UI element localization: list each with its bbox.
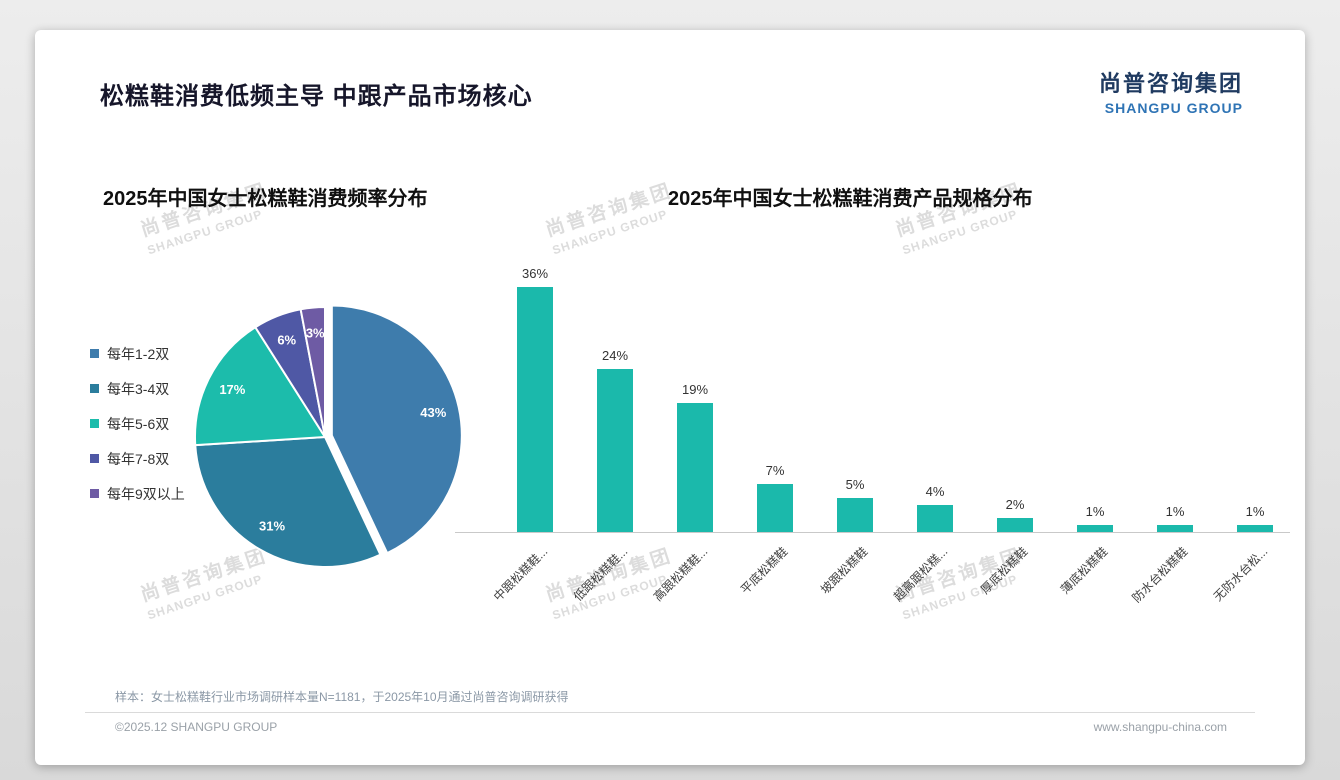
- bar-category-label: 低跟松糕鞋...: [570, 544, 631, 604]
- legend-swatch: [90, 419, 99, 428]
- page-title: 松糕鞋消费低频主导 中跟产品市场核心: [100, 83, 533, 110]
- bar-5: [917, 504, 953, 532]
- legend-label: 每年3-4双: [107, 380, 170, 397]
- pie-slice-0: [330, 304, 463, 555]
- pie-slice-4: [299, 305, 326, 438]
- bar-chart-title: 2025年中国女士松糕鞋消费产品规格分布: [668, 188, 1033, 210]
- pie-legend: 每年1-2双 每年3-4双 每年5-6双 每年7-8双 每年9双以上: [90, 336, 185, 511]
- legend-swatch: [90, 384, 99, 393]
- bar-chart: 36% 中跟松糕鞋... 24% 低跟松糕鞋... 19% 高跟松糕鞋... 7% 平底松糕鞋…: [455, 266, 1290, 605]
- company-logo: 尚普咨询集团 SHANGPU GROUP: [1099, 66, 1243, 116]
- pie-chart-svg: 43% 31% 17% 6% 3%: [194, 304, 463, 568]
- bar-value-label: 5%: [845, 477, 865, 492]
- legend-swatch: [90, 349, 99, 358]
- sample-note: 样本：女士松糕鞋行业市场调研样本量N=1181，于2025年10月通过尚普咨询调…: [115, 690, 569, 704]
- pie-chart: 43% 31% 17% 6% 3%: [175, 287, 475, 587]
- watermark-en-text: SHANGPU GROUP: [550, 206, 670, 258]
- legend-label: 每年9双以上: [107, 485, 185, 502]
- bar-0: [517, 287, 553, 532]
- pie-data-label: 31%: [259, 519, 285, 534]
- legend-label: 每年7-8双: [107, 450, 170, 467]
- legend-item: 每年7-8双: [90, 441, 185, 476]
- report-slide: 松糕鞋消费低频主导 中跟产品市场核心 尚普咨询集团 SHANGPU GROUP …: [35, 30, 1305, 765]
- bar-category-label: 无防水台松...: [1210, 544, 1271, 604]
- website-text: www.shangpu-china.com: [1093, 720, 1227, 734]
- bar-2: [677, 402, 713, 532]
- legend-item: 每年9双以上: [90, 476, 185, 511]
- legend-label: 每年5-6双: [107, 415, 170, 432]
- bar-value-label: 36%: [521, 266, 549, 282]
- pie-data-label: 6%: [277, 332, 296, 347]
- pie-data-label: 17%: [219, 382, 245, 397]
- bar-category-label: 薄底松糕鞋: [1057, 544, 1111, 597]
- pie-data-label: 43%: [420, 405, 446, 420]
- pie-slice-1: [194, 435, 382, 568]
- bar-category-label: 超高跟松糕...: [890, 544, 951, 604]
- pie-data-label: 3%: [306, 325, 325, 340]
- watermark-cn-text: 尚普咨询集团: [543, 180, 676, 242]
- bar-category-label: 厚底松糕鞋: [977, 544, 1031, 597]
- bar-value-label: 19%: [681, 381, 709, 397]
- watermark-en-text: SHANGPU GROUP: [900, 206, 1020, 258]
- bar-value-label: 4%: [925, 483, 945, 499]
- bar-value-label: 2%: [1005, 497, 1025, 513]
- bar-category-label: 坡跟松糕鞋: [817, 544, 871, 597]
- legend-item: 每年3-4双: [90, 371, 185, 406]
- bar-1: [597, 368, 633, 532]
- x-axis-line: [455, 532, 1290, 533]
- legend-label: 每年1-2双: [107, 345, 170, 362]
- footer-divider: [85, 712, 1255, 713]
- logo-english-text: SHANGPU GROUP: [1104, 100, 1243, 116]
- bar-value-label: 1%: [1085, 504, 1105, 520]
- legend-item: 每年1-2双: [90, 336, 185, 371]
- watermark-en-text: SHANGPU GROUP: [145, 206, 265, 258]
- legend-swatch: [90, 454, 99, 463]
- bar-value-label: 1%: [1165, 504, 1185, 520]
- pie-chart-title: 2025年中国女士松糕鞋消费频率分布: [103, 188, 428, 210]
- bar-7: [1077, 525, 1113, 532]
- pie-slice-2: [194, 325, 327, 447]
- logo-chinese-text: 尚普咨询集团: [1098, 71, 1243, 96]
- bar-value-label: 24%: [601, 347, 629, 363]
- bar-value-label: 7%: [765, 463, 785, 479]
- bar-category-label: 防水台松糕鞋: [1129, 544, 1191, 606]
- legend-swatch: [90, 489, 99, 498]
- copyright-text: ©2025.12 SHANGPU GROUP: [115, 720, 278, 734]
- bar-value-label: 1%: [1245, 504, 1265, 520]
- bar-9: [1237, 525, 1273, 532]
- bar-6: [997, 518, 1033, 532]
- bar-8: [1157, 525, 1193, 532]
- bar-category-label: 平底松糕鞋: [737, 544, 791, 597]
- watermark: 尚普咨询集团 SHANGPU GROUP: [542, 176, 681, 258]
- bar-category-label: 高跟松糕鞋...: [650, 544, 711, 604]
- legend-item: 每年5-6双: [90, 406, 185, 441]
- bar-3: [757, 484, 793, 532]
- bar-4: [837, 498, 873, 532]
